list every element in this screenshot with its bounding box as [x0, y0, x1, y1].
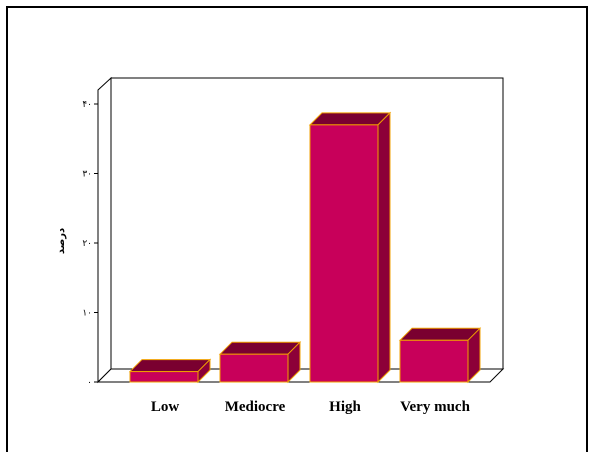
x-tick-label: Low: [151, 399, 180, 415]
y-tick-label: ۳۰: [82, 170, 92, 180]
x-tick-label: High: [329, 399, 361, 415]
bar-front: [309, 124, 379, 383]
bar-side: [377, 111, 391, 384]
bar: [128, 358, 212, 384]
y-tick-label: ۱۰: [82, 309, 92, 319]
x-axis-labels: Low Mediocre High Very much: [151, 399, 471, 415]
x-tick-label: Mediocre: [225, 399, 286, 415]
bar-front: [219, 353, 289, 383]
x-tick-label: Very much: [400, 399, 471, 415]
y-tick-label: ۲۰: [82, 239, 92, 249]
back-wall: [110, 77, 504, 370]
bar: [308, 111, 392, 384]
bar: [218, 340, 302, 384]
side-wall: [97, 76, 112, 384]
bar-top: [398, 327, 482, 341]
y-tick-label: ۴۰: [82, 100, 92, 110]
bar-front: [129, 371, 199, 383]
bar-top: [218, 341, 302, 355]
bar-front: [399, 339, 469, 383]
y-tick-label: ۰: [87, 378, 92, 388]
y-axis: ۰ ۱۰ ۲۰ ۳۰ ۴۰: [82, 100, 98, 388]
bars: [128, 111, 482, 384]
y-axis-label: درصد: [56, 228, 67, 254]
bar-top: [308, 112, 392, 126]
bar: [398, 327, 482, 384]
bar-top: [128, 359, 212, 373]
